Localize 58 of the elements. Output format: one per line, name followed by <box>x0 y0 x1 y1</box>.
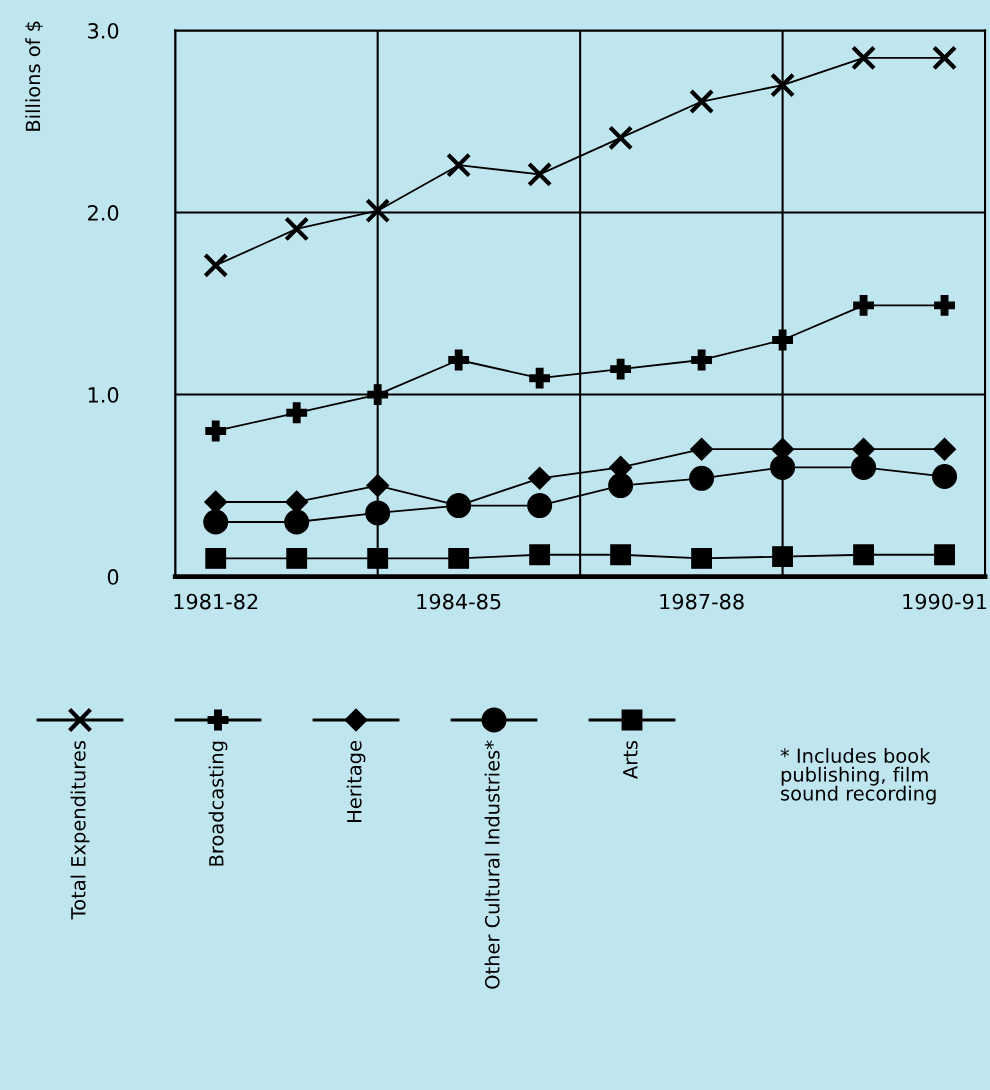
point <box>770 72 796 98</box>
point <box>610 358 632 380</box>
point <box>203 252 229 278</box>
point <box>851 454 877 480</box>
point <box>772 329 794 351</box>
legend-label: Heritage <box>346 741 366 822</box>
point <box>932 463 958 489</box>
point <box>689 89 715 115</box>
point <box>934 294 955 316</box>
point <box>690 437 714 461</box>
point <box>529 367 551 389</box>
point <box>608 125 634 151</box>
point <box>932 45 958 71</box>
x-tick-label: 1990-91 <box>903 593 987 610</box>
point <box>286 402 308 424</box>
point <box>527 493 553 519</box>
point <box>365 500 391 526</box>
point <box>853 294 874 316</box>
point <box>367 384 389 405</box>
point <box>203 509 229 535</box>
point <box>284 216 310 242</box>
point <box>205 547 227 569</box>
point <box>448 547 470 569</box>
y-tick-label: 0 <box>107 569 119 585</box>
point <box>689 465 715 491</box>
point <box>367 547 389 569</box>
point <box>529 544 551 566</box>
point <box>286 547 308 569</box>
point <box>366 474 390 498</box>
point <box>853 544 874 566</box>
text: * Includes book publishing, film sound recording <box>780 748 936 805</box>
x-tick-label: 1981-82 <box>174 593 258 610</box>
y-tick-label: 2.0 <box>88 205 119 221</box>
legend-label: Other Cultural Industries* <box>484 740 500 989</box>
point <box>691 547 713 569</box>
point <box>610 544 632 566</box>
point <box>205 420 227 442</box>
y-tick-label: 1.0 <box>88 387 119 403</box>
x-tick-label: 1987-88 <box>660 593 744 610</box>
point <box>770 454 796 480</box>
point <box>365 198 391 224</box>
point <box>933 437 957 461</box>
point <box>608 473 634 499</box>
point <box>446 152 472 178</box>
point <box>448 349 470 371</box>
point <box>934 544 955 566</box>
y-axis-title: Billions of $ <box>25 21 43 131</box>
point <box>691 349 713 371</box>
legend-label: Broadcasting <box>208 741 228 866</box>
legend-label: Arts <box>623 740 638 779</box>
point <box>528 466 552 490</box>
legend-label: Total Expenditures <box>70 740 90 920</box>
point <box>284 509 310 535</box>
y-tick-label: 3.0 <box>88 22 119 39</box>
point <box>527 161 553 187</box>
point <box>772 546 794 568</box>
point <box>851 45 877 71</box>
x-tick-label: 1984-85 <box>417 593 501 610</box>
